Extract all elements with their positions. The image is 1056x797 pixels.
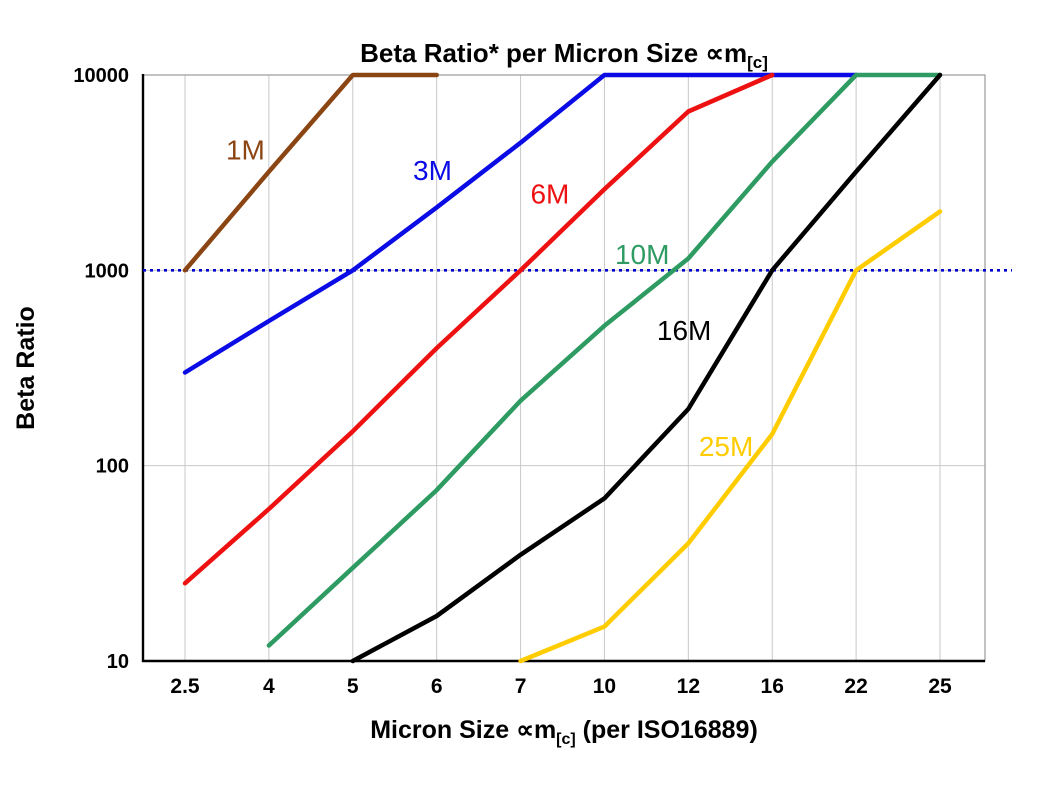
y-tick-label: 10 bbox=[107, 651, 129, 673]
y-axis-title: Beta Ratio bbox=[12, 306, 40, 430]
x-tick-label: 6 bbox=[431, 675, 443, 698]
y-tick-label: 100 bbox=[96, 456, 129, 478]
y-tick-label: 10000 bbox=[73, 65, 129, 87]
x-tick-label: 5 bbox=[347, 675, 359, 698]
x-tick-label: 7 bbox=[515, 675, 527, 698]
x-tick-label: 2.5 bbox=[170, 675, 200, 698]
series-line-25M bbox=[518, 209, 943, 664]
x-tick-label: 25 bbox=[928, 675, 952, 698]
series-line-16M bbox=[350, 72, 943, 664]
y-tick-label: 1000 bbox=[85, 260, 130, 282]
x-axis-title: Micron Size ∝m[c] (per ISO16889) bbox=[370, 716, 758, 748]
x-tick-label: 22 bbox=[844, 675, 867, 698]
series-line-1M bbox=[182, 72, 439, 273]
series-label-16M: 16M bbox=[657, 315, 711, 346]
series-line-6M bbox=[182, 72, 775, 586]
x-tick-label: 16 bbox=[761, 675, 784, 698]
series-label-1M: 1M bbox=[226, 134, 265, 165]
x-tick-label: 12 bbox=[677, 675, 700, 698]
x-tick-label: 4 bbox=[263, 675, 275, 698]
series-label-3M: 3M bbox=[413, 155, 452, 186]
series-label-6M: 6M bbox=[530, 178, 569, 209]
chart-title: Beta Ratio* per Micron Size ∝m[c] bbox=[360, 38, 768, 72]
series-line-10M bbox=[266, 72, 943, 648]
series-label-25M: 25M bbox=[699, 431, 753, 462]
series-label-10M: 10M bbox=[615, 239, 669, 270]
series-line-3M bbox=[182, 72, 859, 375]
x-tick-label: 10 bbox=[593, 675, 616, 698]
